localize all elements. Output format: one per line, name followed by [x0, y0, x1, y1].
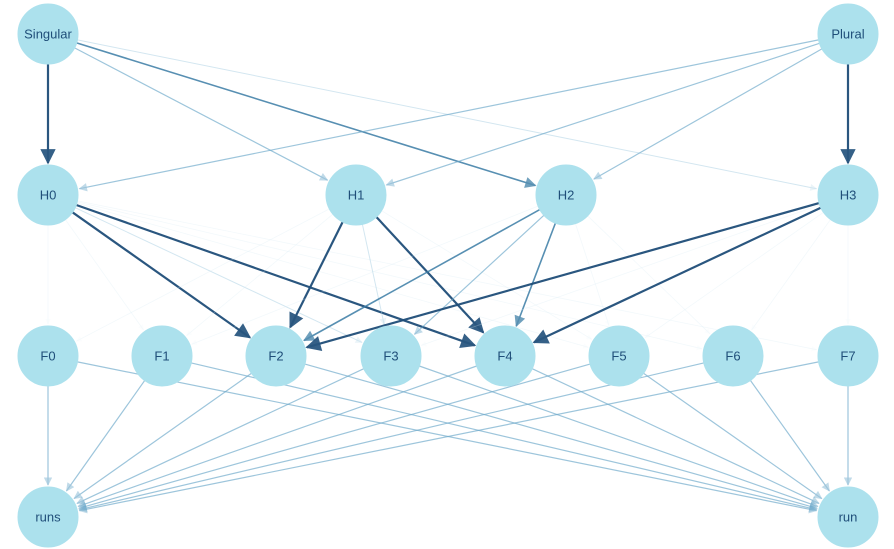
edge-F4-runs [78, 366, 477, 506]
node-circle [703, 326, 763, 386]
node-F6[interactable]: F6 [703, 326, 763, 386]
node-F0[interactable]: F0 [18, 326, 78, 386]
node-F7[interactable]: F7 [818, 326, 878, 386]
node-circle [818, 165, 878, 225]
node-circle [18, 326, 78, 386]
node-circle [818, 4, 878, 64]
edge-H1-F0 [76, 209, 329, 341]
node-circle [361, 326, 421, 386]
edge-F2-run [305, 364, 817, 508]
edge-H0-F7 [77, 201, 816, 350]
edge-H1-F2 [290, 222, 343, 327]
edge-H0-F4 [76, 205, 475, 345]
node-H1[interactable]: H1 [326, 165, 386, 225]
edge-H3-F5 [645, 212, 823, 337]
node-circle [818, 326, 878, 386]
edge-F5-run [644, 373, 822, 498]
node-H0[interactable]: H0 [18, 165, 78, 225]
node-Singular[interactable]: Singular [18, 4, 78, 64]
edge-Singular-H1 [75, 48, 328, 180]
edge-F1-runs [67, 381, 145, 491]
node-circle [246, 326, 306, 386]
node-Plural[interactable]: Plural [818, 4, 878, 64]
node-F1[interactable]: F1 [132, 326, 192, 386]
node-F5[interactable]: F5 [589, 326, 649, 386]
node-circle [18, 4, 78, 64]
edge-F4-run [532, 369, 819, 504]
node-F2[interactable]: F2 [246, 326, 306, 386]
node-circle [18, 487, 78, 547]
node-circle [536, 165, 596, 225]
node-F4[interactable]: F4 [475, 326, 535, 386]
edge-F3-runs [77, 369, 364, 504]
edge-F3-run [419, 366, 818, 506]
edge-H3-F3 [421, 205, 820, 345]
node-runs[interactable]: runs [18, 487, 78, 547]
edge-H3-F6 [752, 219, 831, 330]
node-H2[interactable]: H2 [536, 165, 596, 225]
node-circle [18, 165, 78, 225]
edge-Singular-H2 [77, 43, 536, 186]
node-run[interactable]: run [818, 487, 878, 547]
node-circle [326, 165, 386, 225]
node-circle [818, 487, 878, 547]
node-circle [132, 326, 192, 386]
node-H3[interactable]: H3 [818, 165, 878, 225]
edges-layer [48, 40, 848, 511]
network-graph: Singular Plural H0 H1 H2 H3 F0 F1 F2 F3 F4 F5 F6 F7 ru… [0, 0, 894, 549]
node-F3[interactable]: F3 [361, 326, 421, 386]
edge-F6-run [750, 380, 829, 491]
node-circle [589, 326, 649, 386]
edge-H0-F2 [73, 212, 250, 337]
node-circle [475, 326, 535, 386]
edge-Plural-H2 [594, 49, 822, 179]
edge-H0-F3 [75, 208, 362, 343]
edge-H2-F4 [516, 223, 555, 326]
